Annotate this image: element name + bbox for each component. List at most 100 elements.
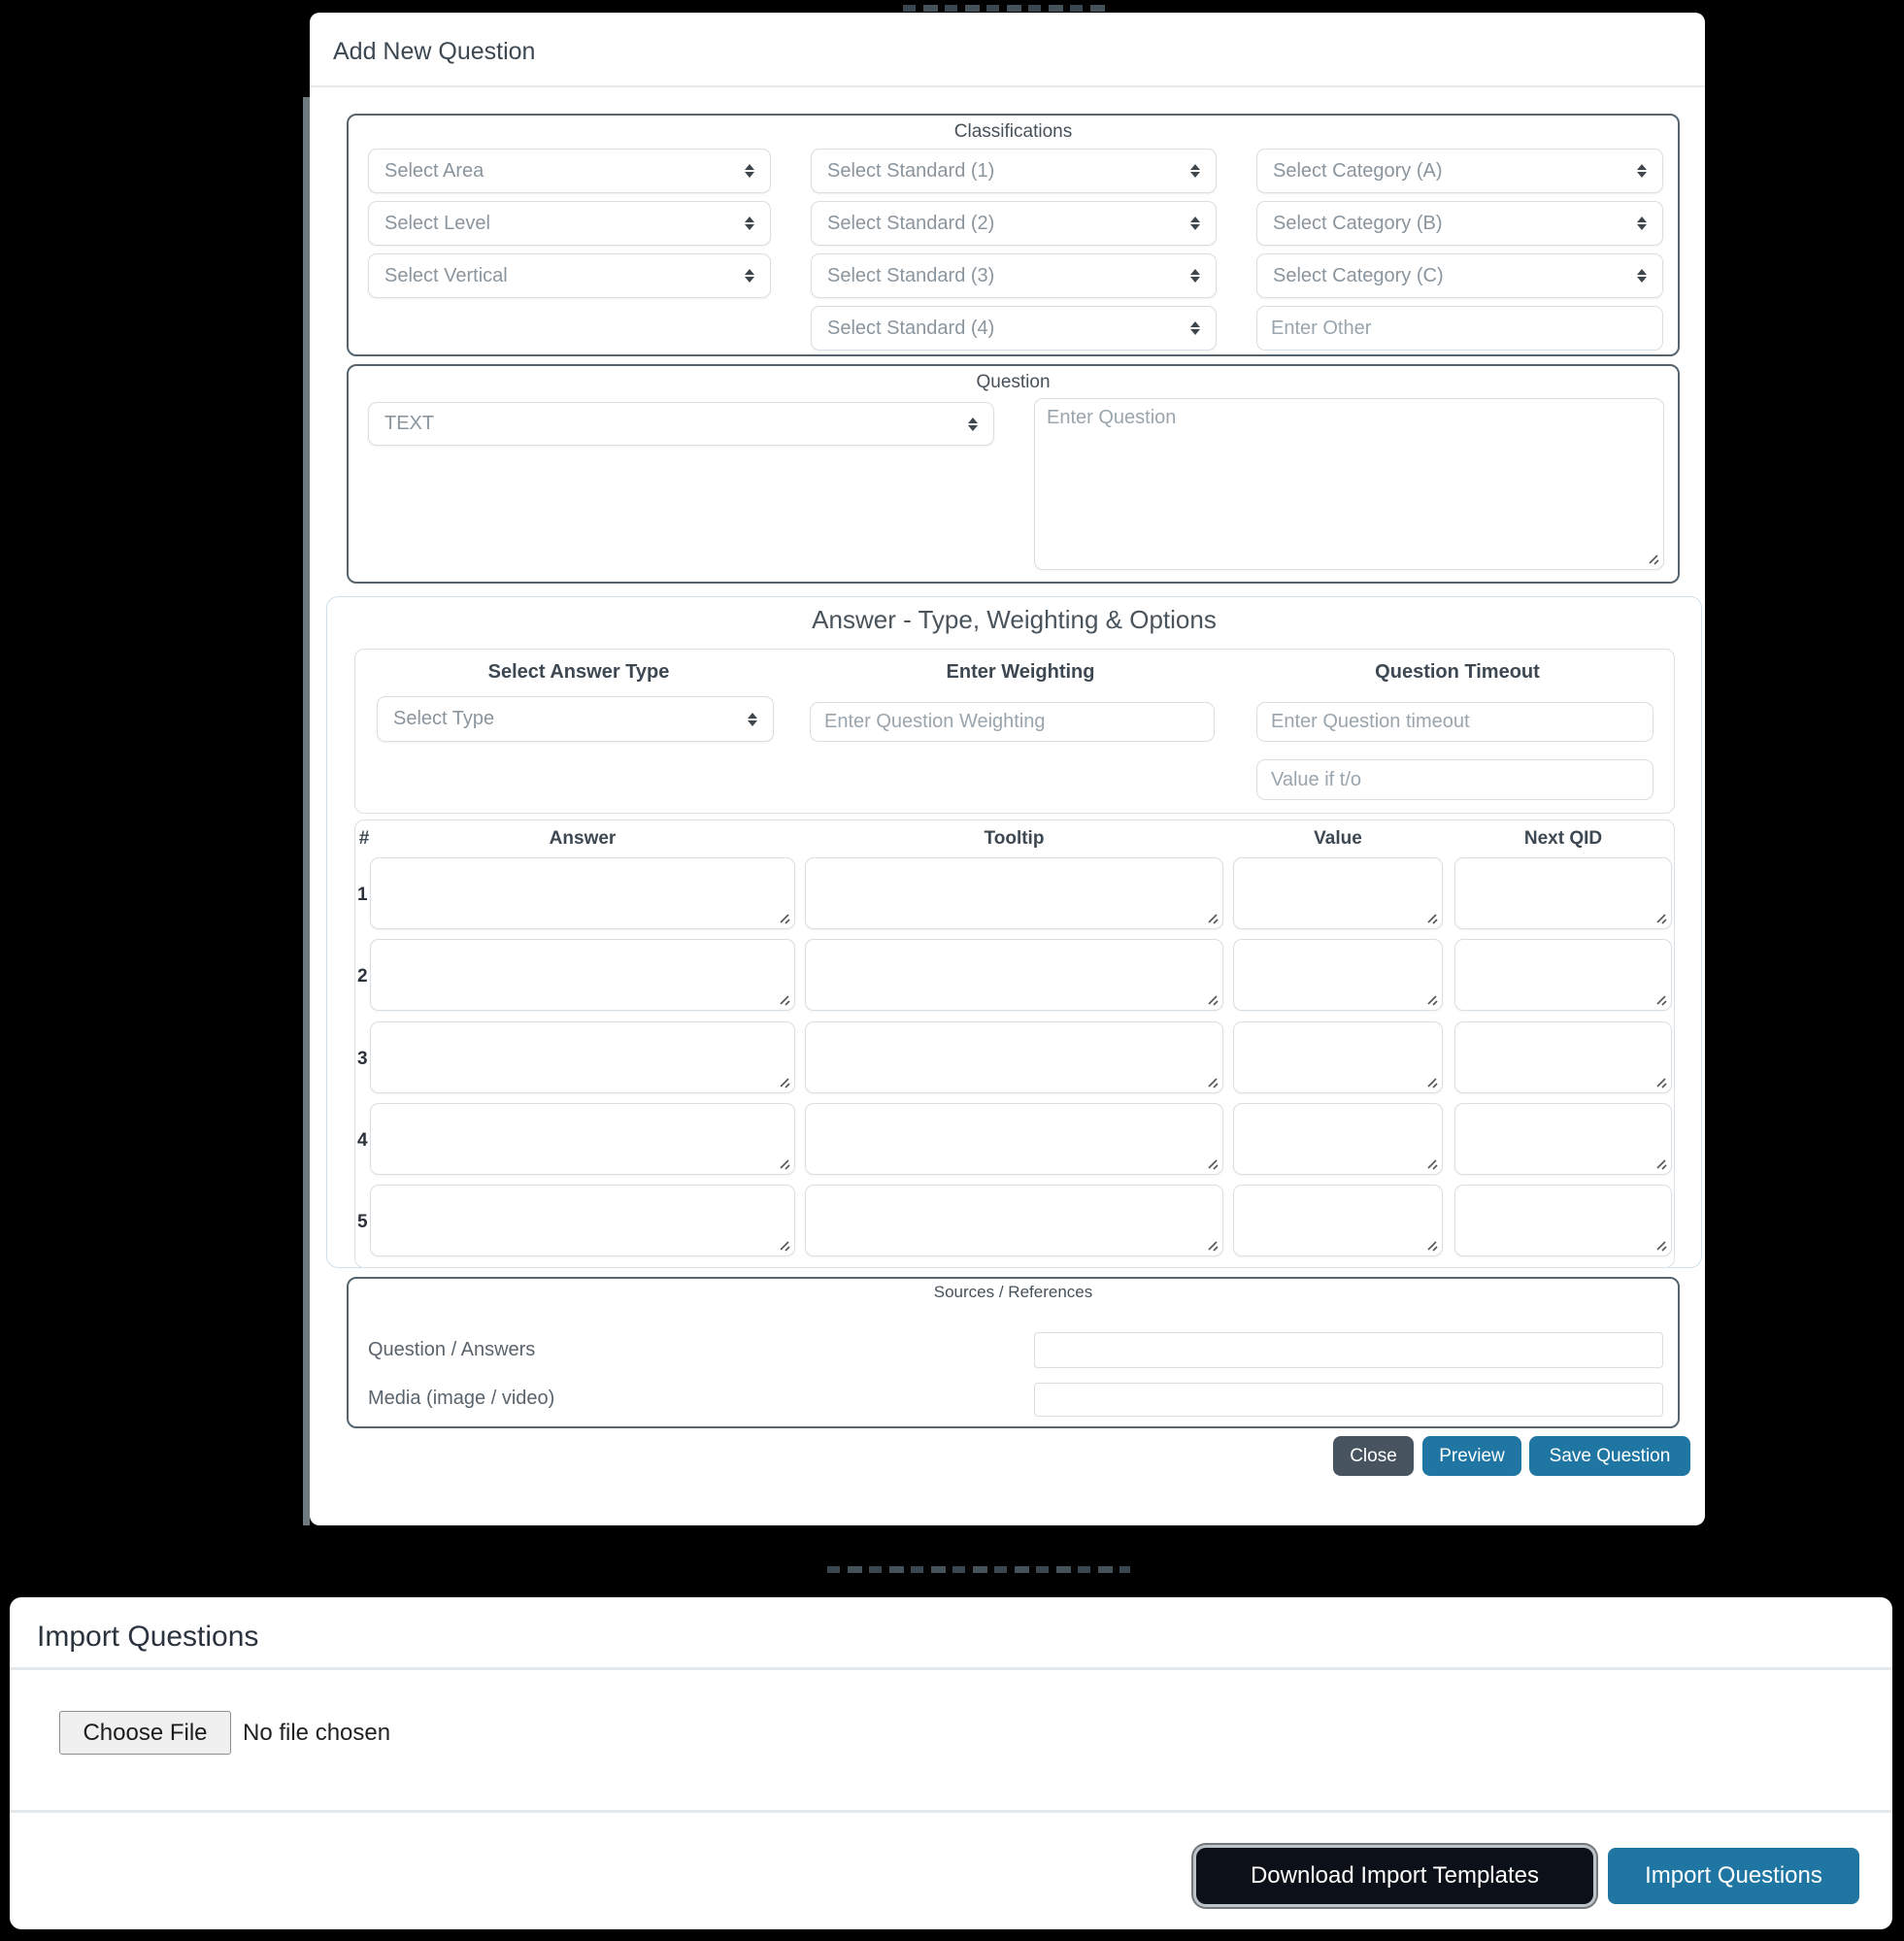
select-standard-2-value: Select Standard (2) [827, 212, 995, 234]
timeout-input[interactable] [1256, 702, 1653, 742]
select-standard-1-value: Select Standard (1) [827, 159, 995, 182]
add-question-modal: Add New Question Classifications Select … [310, 13, 1705, 1525]
value-textarea-2[interactable] [1233, 939, 1443, 1011]
select-standard-2[interactable]: Select Standard (2) [811, 201, 1217, 246]
nextqid-cell [1454, 939, 1672, 1011]
select-standard-4-value: Select Standard (4) [827, 317, 995, 339]
row-number: 5 [357, 1212, 368, 1232]
answer-textarea-5[interactable] [370, 1185, 795, 1256]
select-level-value: Select Level [384, 212, 490, 234]
file-input[interactable]: Choose File No file chosen [59, 1711, 390, 1755]
updown-arrow-icon [745, 269, 754, 283]
timeout-value-input[interactable] [1256, 759, 1653, 800]
nextqid-textarea-3[interactable] [1454, 1021, 1672, 1093]
select-category-b-value: Select Category (B) [1273, 212, 1443, 234]
select-category-c[interactable]: Select Category (C) [1256, 253, 1663, 298]
tooltip-textarea-5[interactable] [805, 1185, 1223, 1256]
close-button[interactable]: Close [1333, 1436, 1414, 1476]
select-standard-3[interactable]: Select Standard (3) [811, 253, 1217, 298]
updown-arrow-icon [1190, 269, 1200, 283]
col-next-qid: Next QID [1523, 828, 1603, 849]
select-standard-1[interactable]: Select Standard (1) [811, 149, 1217, 193]
answer-heading: Answer - Type, Weighting & Options [812, 605, 1217, 634]
choose-file-button[interactable]: Choose File [59, 1711, 231, 1755]
tooltip-cell [805, 1103, 1223, 1175]
nextqid-textarea-2[interactable] [1454, 939, 1672, 1011]
qa-sources-label: Question / Answers [368, 1339, 536, 1360]
tooltip-cell [805, 857, 1223, 929]
nextqid-textarea-5[interactable] [1454, 1185, 1672, 1256]
modal-title: Add New Question [333, 38, 536, 65]
weighting-label: Enter Weighting [946, 661, 1095, 683]
media-sources-input[interactable] [1034, 1383, 1663, 1417]
tooltip-textarea-3[interactable] [805, 1021, 1223, 1093]
sources-heading: Sources / References [933, 1283, 1093, 1301]
background-scrollbar[interactable] [303, 97, 310, 1525]
updown-arrow-icon [968, 417, 978, 431]
question-textarea[interactable] [1034, 398, 1664, 570]
nextqid-textarea-4[interactable] [1454, 1103, 1672, 1175]
answer-cell [370, 939, 795, 1011]
media-sources-label: Media (image / video) [368, 1388, 555, 1409]
row-number: 2 [357, 966, 368, 987]
tooltip-textarea-2[interactable] [805, 939, 1223, 1011]
row-number: 3 [357, 1049, 368, 1069]
updown-arrow-icon [748, 712, 757, 726]
select-standard-4[interactable]: Select Standard (4) [811, 306, 1217, 351]
select-area[interactable]: Select Area [368, 149, 771, 193]
answer-textarea-2[interactable] [370, 939, 795, 1011]
select-level[interactable]: Select Level [368, 201, 771, 246]
col-num: # [358, 828, 370, 849]
updown-arrow-icon [745, 164, 754, 178]
tooltip-textarea-1[interactable] [805, 857, 1223, 929]
download-import-templates-button[interactable]: Download Import Templates [1196, 1848, 1593, 1904]
obscured-text-fragment [827, 1566, 1130, 1573]
value-textarea-4[interactable] [1233, 1103, 1443, 1175]
answer-section: Answer - Type, Weighting & Options Selec… [326, 596, 1702, 1268]
select-area-value: Select Area [384, 159, 484, 182]
save-question-button[interactable]: Save Question [1529, 1436, 1690, 1476]
answer-textarea-3[interactable] [370, 1021, 795, 1093]
tooltip-cell [805, 1185, 1223, 1256]
value-cell [1233, 1021, 1443, 1093]
nextqid-cell [1454, 1021, 1672, 1093]
timeout-label: Question Timeout [1375, 661, 1540, 683]
select-vertical-value: Select Vertical [384, 264, 508, 286]
value-cell [1233, 1185, 1443, 1256]
select-category-a[interactable]: Select Category (A) [1256, 149, 1663, 193]
nextqid-textarea-1[interactable] [1454, 857, 1672, 929]
answer-textarea-1[interactable] [370, 857, 795, 929]
question-section: Question TEXT [347, 364, 1680, 584]
file-status-text: No file chosen [243, 1719, 391, 1746]
tooltip-textarea-4[interactable] [805, 1103, 1223, 1175]
import-questions-modal: Import Questions Choose File No file cho… [10, 1597, 1892, 1929]
nextqid-cell [1454, 857, 1672, 929]
answer-textarea-4[interactable] [370, 1103, 795, 1175]
preview-button[interactable]: Preview [1422, 1436, 1521, 1476]
enter-other-input[interactable] [1256, 306, 1663, 351]
question-type-value: TEXT [384, 413, 435, 434]
updown-arrow-icon [1190, 217, 1200, 230]
value-textarea-1[interactable] [1233, 857, 1443, 929]
updown-arrow-icon [1637, 217, 1647, 230]
select-category-b[interactable]: Select Category (B) [1256, 201, 1663, 246]
answer-options-box: Select Answer Type Enter Weighting Quest… [354, 649, 1675, 814]
value-cell [1233, 1103, 1443, 1175]
value-textarea-5[interactable] [1233, 1185, 1443, 1256]
question-heading: Question [976, 372, 1051, 392]
header-divider [310, 85, 1705, 87]
weighting-input[interactable] [810, 702, 1215, 742]
value-textarea-3[interactable] [1233, 1021, 1443, 1093]
answer-cell [370, 857, 795, 929]
select-vertical[interactable]: Select Vertical [368, 253, 771, 298]
import-questions-button[interactable]: Import Questions [1608, 1848, 1859, 1904]
answer-type-label: Select Answer Type [487, 661, 670, 683]
select-category-a-value: Select Category (A) [1273, 159, 1443, 182]
question-type-select[interactable]: TEXT [368, 402, 994, 446]
col-tooltip: Tooltip [984, 828, 1045, 849]
answer-type-select[interactable]: Select Type [377, 696, 774, 742]
nextqid-cell [1454, 1103, 1672, 1175]
classifications-section: Classifications Select Area Select Level… [347, 114, 1680, 356]
qa-sources-input[interactable] [1034, 1332, 1663, 1368]
